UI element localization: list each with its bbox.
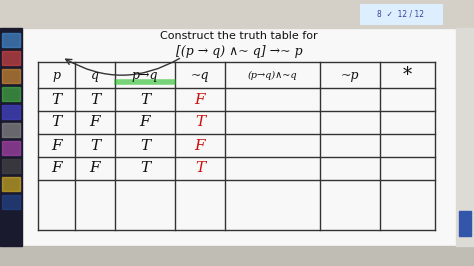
Bar bbox=[0, 28, 22, 246]
Text: p: p bbox=[53, 69, 61, 81]
Bar bbox=[459, 211, 471, 236]
Text: F: F bbox=[195, 93, 205, 106]
Bar bbox=[2, 69, 20, 83]
Bar bbox=[456, 28, 474, 246]
Text: p→q: p→q bbox=[132, 69, 158, 81]
Bar bbox=[2, 105, 20, 119]
Bar bbox=[2, 123, 20, 137]
Text: F: F bbox=[51, 161, 62, 176]
Text: [(p → q) ∧~ q] →~ p: [(p → q) ∧~ q] →~ p bbox=[176, 45, 302, 59]
Bar bbox=[2, 141, 20, 155]
Text: (p→q)∧~q: (p→q)∧~q bbox=[248, 70, 297, 80]
Text: T: T bbox=[195, 115, 205, 130]
Text: Construct the truth table for: Construct the truth table for bbox=[160, 31, 318, 41]
Text: *: * bbox=[403, 66, 412, 84]
Text: ~q: ~q bbox=[191, 69, 209, 81]
Bar bbox=[360, 4, 442, 24]
Text: F: F bbox=[90, 161, 100, 176]
Bar bbox=[0, 246, 474, 266]
Bar bbox=[0, 0, 474, 28]
Text: F: F bbox=[90, 115, 100, 130]
Text: 8  ✓  12 / 12: 8 ✓ 12 / 12 bbox=[377, 10, 425, 19]
Text: T: T bbox=[195, 161, 205, 176]
Text: F: F bbox=[51, 139, 62, 152]
Text: ~p: ~p bbox=[341, 69, 359, 81]
Bar bbox=[2, 87, 20, 101]
Bar bbox=[2, 177, 20, 191]
Text: F: F bbox=[195, 139, 205, 152]
Text: T: T bbox=[52, 115, 62, 130]
Text: q: q bbox=[91, 69, 99, 81]
Text: F: F bbox=[140, 115, 150, 130]
Text: T: T bbox=[52, 93, 62, 106]
Bar bbox=[2, 33, 20, 47]
Text: T: T bbox=[90, 93, 100, 106]
Bar bbox=[2, 159, 20, 173]
Bar bbox=[2, 51, 20, 65]
Bar bbox=[22, 28, 456, 246]
Bar bbox=[2, 195, 20, 209]
Text: T: T bbox=[140, 161, 150, 176]
Text: T: T bbox=[140, 93, 150, 106]
Text: T: T bbox=[140, 139, 150, 152]
Text: T: T bbox=[90, 139, 100, 152]
